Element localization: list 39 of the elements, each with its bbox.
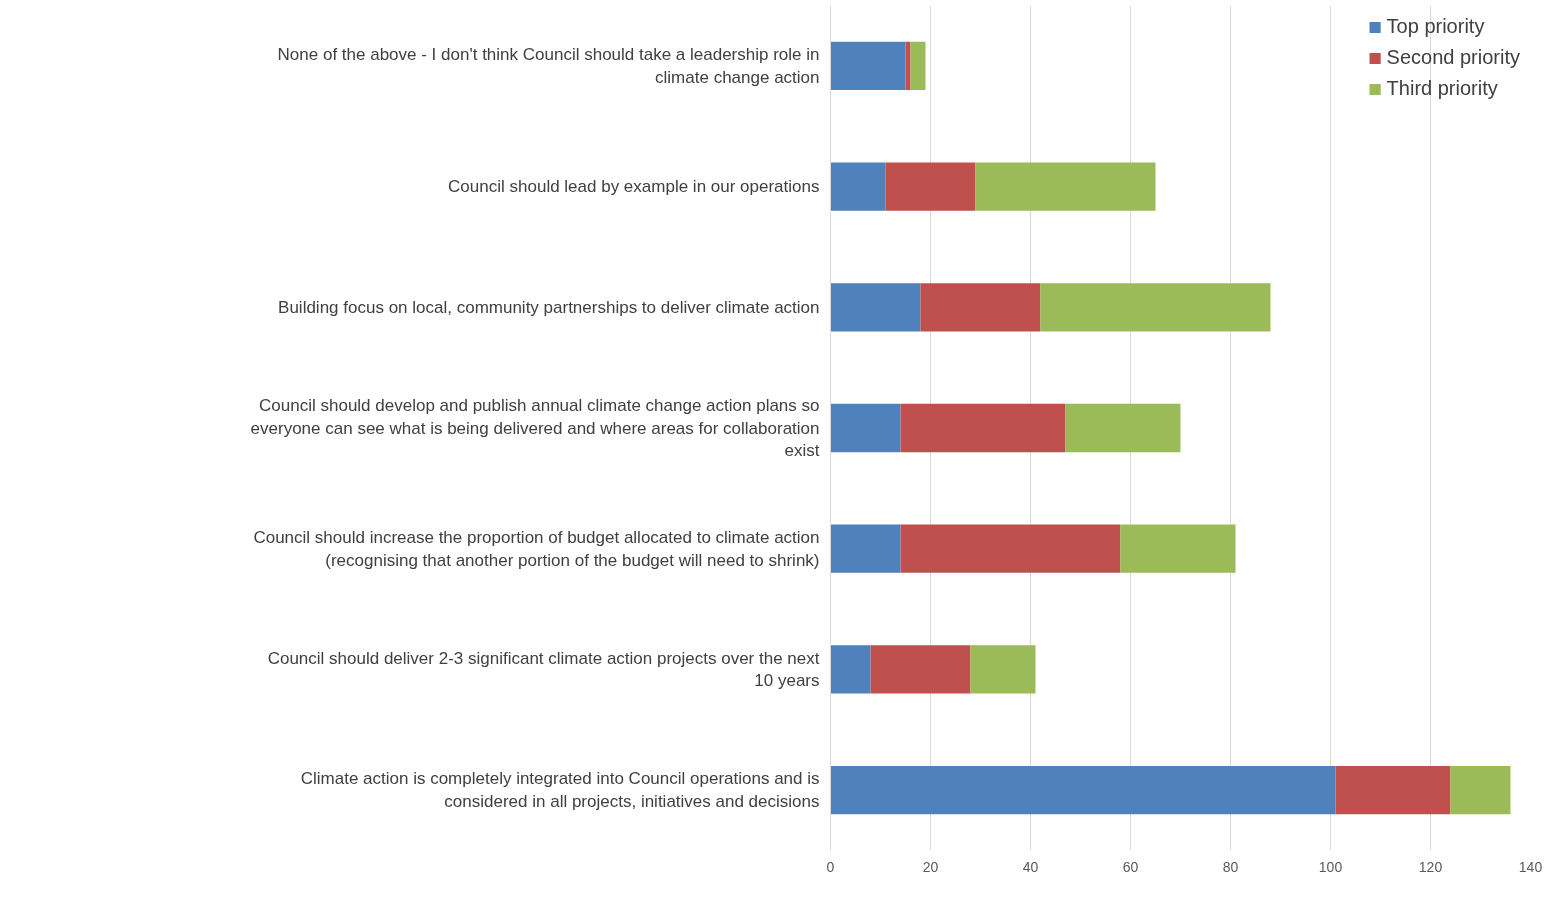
- bar: [1065, 403, 1181, 453]
- bar: [970, 645, 1036, 694]
- y-tick-label: Council should deliver 2-3 significant climate action projects over the next 10 years: [267, 648, 820, 691]
- x-tick-label: 40: [1022, 858, 1039, 875]
- x-tick-label: 60: [1122, 858, 1139, 875]
- x-tick-label: 80: [1222, 858, 1239, 875]
- legend-label: Top priority: [1386, 15, 1485, 38]
- y-tick-label: Council should increase the proportion of budget allocated to climate action (recognising that another portion of the budget will need to shrink): [253, 527, 820, 570]
- bar: [900, 403, 1066, 453]
- x-tick-label: 100: [1318, 858, 1343, 875]
- bar: [870, 645, 971, 694]
- y-tick-label: Climate action is completely integrated into Council operations and is considered in all projects, initiatives and decisions: [300, 769, 820, 812]
- bar: [830, 162, 886, 211]
- y-tick-label: Building focus on local, community partnerships to deliver climate action: [278, 297, 820, 317]
- bar: [910, 41, 926, 90]
- bar: [830, 645, 871, 694]
- bar: [830, 283, 921, 332]
- y-tick-label: Council should develop and publish annual climate change action plans so everyone can see what is being delivered and where areas for collaboration exist: [250, 395, 820, 461]
- bar: [830, 41, 906, 90]
- y-tick-label: Council should lead by example in our operations: [448, 177, 820, 197]
- bar: [1335, 766, 1451, 815]
- x-tick-label: 0: [826, 858, 835, 875]
- bar: [905, 41, 911, 90]
- bar: [1040, 283, 1271, 332]
- bar: [975, 162, 1156, 211]
- bar: [830, 524, 901, 573]
- x-tick-label: 140: [1518, 858, 1543, 875]
- y-tick-label: None of the above - I don't think Council should take a leadership role in climate change action: [277, 44, 820, 87]
- bar: [920, 283, 1041, 332]
- x-tick-label: 120: [1418, 858, 1443, 875]
- bar: [1450, 766, 1511, 815]
- x-tick-label: 20: [922, 858, 939, 875]
- bar: [1120, 524, 1236, 573]
- bar: [900, 524, 1121, 573]
- legend-label: Third priority: [1386, 77, 1498, 100]
- bar: [830, 766, 1336, 815]
- bar: [830, 403, 901, 453]
- bar: [885, 162, 976, 211]
- legend-label: Second priority: [1386, 46, 1520, 69]
